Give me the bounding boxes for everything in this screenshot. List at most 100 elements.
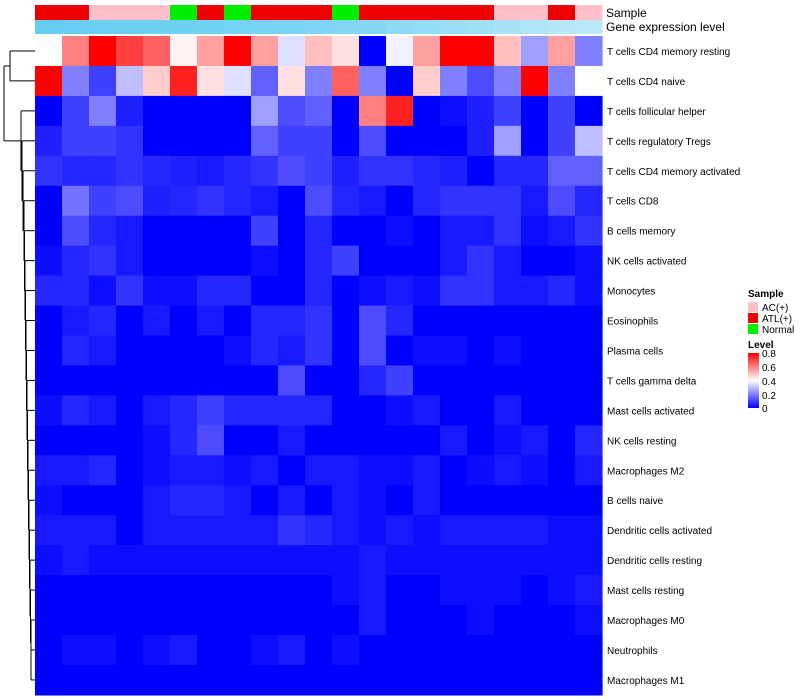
heatmap-cell	[467, 65, 495, 97]
heatmap-cell	[494, 575, 522, 606]
heatmap-cell	[359, 605, 387, 636]
expression-level-cell	[440, 20, 468, 34]
heatmap-cell	[332, 245, 360, 277]
heatmap-cell	[332, 155, 360, 187]
heatmap-cell	[548, 305, 576, 337]
heatmap-cell	[224, 485, 252, 516]
heatmap-cell	[224, 125, 252, 157]
heatmap-cell	[170, 545, 198, 576]
heatmap-cell	[143, 395, 171, 426]
heatmap-cell	[143, 305, 171, 337]
heatmap-cell	[251, 395, 279, 426]
heatmap-cell	[359, 185, 387, 217]
heatmap-cell	[521, 36, 549, 67]
heatmap-cell	[35, 36, 63, 67]
heatmap-cell	[305, 36, 333, 67]
sample-cell	[440, 5, 468, 20]
sample-cell	[143, 5, 171, 20]
heatmap-cell	[521, 125, 549, 157]
heatmap-cell	[224, 425, 252, 456]
heatmap-cell	[332, 425, 360, 456]
heatmap-cell	[278, 245, 306, 277]
heatmap-cell	[62, 36, 90, 67]
heatmap-cell	[521, 605, 549, 636]
heatmap-cell	[575, 545, 603, 576]
heatmap-cell	[467, 95, 495, 127]
heatmap-cell	[521, 245, 549, 277]
heatmap-cell	[62, 185, 90, 217]
heatmap-cell	[35, 335, 63, 367]
heatmap-cell	[35, 65, 63, 97]
heatmap-cell	[359, 36, 387, 67]
heatmap-cell	[548, 575, 576, 606]
heatmap-cell	[251, 215, 279, 247]
heatmap-cell	[359, 575, 387, 606]
heatmap-cell	[332, 635, 360, 666]
row-label: T cells CD8	[607, 197, 659, 208]
sample-cell	[359, 5, 387, 20]
heatmap-cell	[197, 635, 225, 666]
heatmap-cell	[440, 395, 468, 426]
heatmap-cell	[116, 275, 144, 307]
heatmap-cell	[35, 664, 63, 696]
heatmap-cell	[467, 575, 495, 606]
row-label: T cells CD4 naive	[607, 77, 686, 88]
heatmap-cell	[278, 305, 306, 337]
expression-level-cell	[548, 20, 576, 34]
heatmap-cell	[332, 215, 360, 247]
heatmap-cell	[575, 605, 603, 636]
heatmap-cell	[386, 575, 414, 606]
heatmap-cell	[386, 215, 414, 247]
heatmap-cell	[386, 36, 414, 67]
heatmap-cell	[224, 664, 252, 696]
heatmap-cell	[35, 455, 63, 486]
heatmap-cell	[89, 245, 117, 277]
sample-track-label: Sample	[606, 6, 647, 20]
heatmap-cell	[62, 275, 90, 307]
heatmap-cell	[386, 65, 414, 97]
heatmap-cell	[89, 155, 117, 187]
row-dendrogram	[3, 50, 35, 681]
row-label: T cells gamma delta	[607, 376, 697, 387]
expression-level-cell	[143, 20, 171, 34]
heatmap-cell	[170, 215, 198, 247]
heatmap-cell	[467, 365, 495, 396]
heatmap-cell	[62, 125, 90, 157]
legend-tick-0-4: 0.4	[762, 377, 776, 388]
heatmap-cell	[305, 425, 333, 456]
expression-level-cell	[89, 20, 117, 34]
heatmap-cell	[251, 65, 279, 97]
heatmap-cell	[62, 365, 90, 396]
heatmap-cell	[575, 635, 603, 666]
heatmap-cell	[548, 545, 576, 576]
legend: Sample AC(+) ATL(+) Normal Level 0.8 0.6…	[748, 289, 794, 415]
heatmap-cell	[386, 664, 414, 696]
heatmap-cell	[251, 455, 279, 486]
heatmap-cell	[494, 95, 522, 127]
heatmap-cell	[494, 545, 522, 576]
heatmap-cell	[116, 65, 144, 97]
heatmap-cell	[251, 245, 279, 277]
sample-cell	[35, 5, 63, 20]
heatmap-cell	[494, 36, 522, 67]
heatmap-cell	[197, 155, 225, 187]
heatmap-cell	[413, 185, 441, 217]
heatmap-cell	[359, 664, 387, 696]
heatmap-cell	[548, 275, 576, 307]
heatmap-cell	[89, 455, 117, 486]
heatmap-cell	[116, 515, 144, 546]
sample-cell	[332, 5, 360, 20]
heatmap-cell	[116, 125, 144, 157]
heatmap-cell	[386, 515, 414, 546]
heatmap-cell	[62, 395, 90, 426]
sample-cell	[521, 5, 549, 20]
heatmap-cell	[62, 575, 90, 606]
heatmap-cell	[89, 275, 117, 307]
row-label: Dendritic cells activated	[607, 526, 712, 537]
heatmap-cell	[332, 185, 360, 217]
heatmap-cell	[278, 65, 306, 97]
heatmap-cell	[359, 425, 387, 456]
legend-swatch-normal	[748, 324, 758, 334]
heatmap-cell	[413, 605, 441, 636]
